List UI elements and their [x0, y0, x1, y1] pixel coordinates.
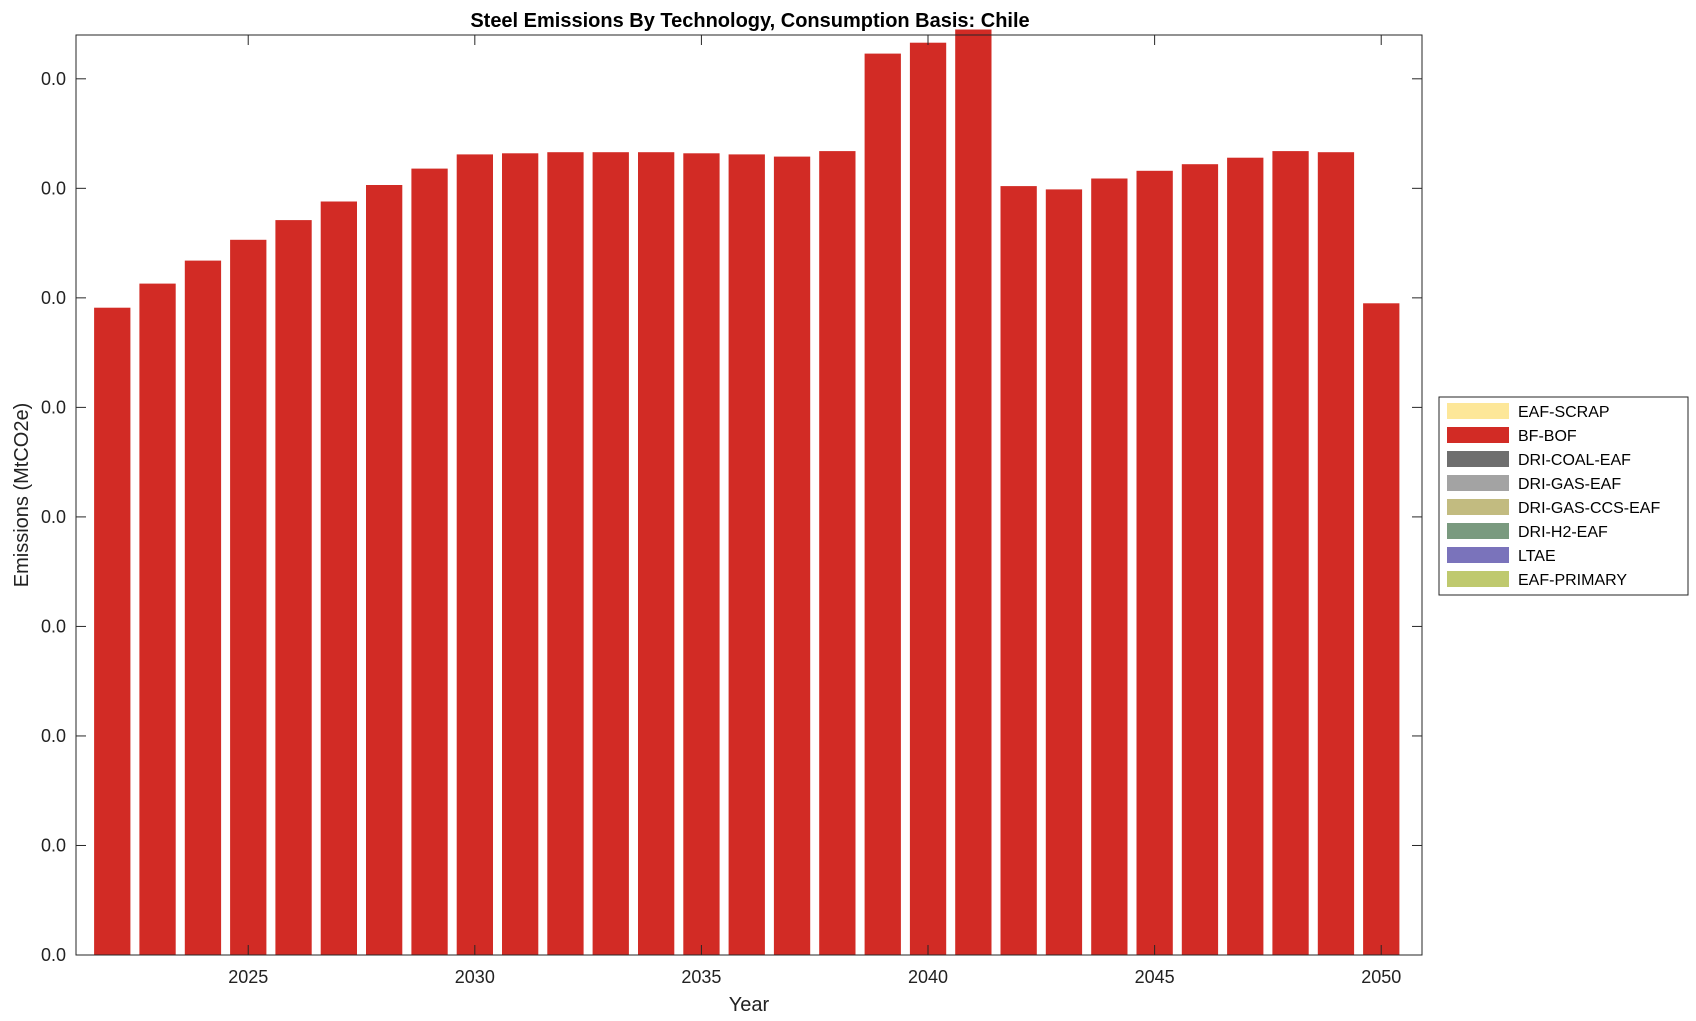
- legend-label-dri-coal-eaf: DRI-COAL-EAF: [1518, 452, 1631, 469]
- y-tick-label-2: 0.0: [41, 726, 66, 746]
- bar-bf-bof-2043: [1045, 189, 1083, 955]
- y-tick-label-6: 0.0: [41, 288, 66, 308]
- bar-bf-bof-2026: [275, 220, 312, 956]
- legend-label-ltae: LTAE: [1518, 548, 1556, 565]
- bar-bf-bof-2049: [1317, 152, 1355, 955]
- legend-label-dri-h2-eaf: DRI-H2-EAF: [1518, 524, 1608, 541]
- bar-bf-bof-2039: [864, 53, 901, 956]
- bar-bf-bof-2024: [184, 260, 222, 956]
- legend-swatch-dri-h2-eaf: [1447, 523, 1509, 539]
- legend-label-bf-bof: BF-BOF: [1518, 428, 1577, 445]
- legend-swatch-dri-gas-eaf: [1447, 475, 1509, 491]
- bar-bf-bof-2050: [1363, 303, 1400, 955]
- legend-label-dri-gas-ccs-eaf: DRI-GAS-CCS-EAF: [1518, 500, 1660, 517]
- legend-box: [1438, 396, 1689, 596]
- bar-bf-bof-2034: [638, 152, 675, 955]
- x-tick-label-2050: 2050: [1361, 967, 1401, 987]
- bar-bf-bof-2030: [456, 154, 493, 955]
- bar-bf-bof-2032: [547, 152, 584, 955]
- plot-area-frame: [75, 34, 1423, 956]
- x-tick-label-2035: 2035: [681, 967, 721, 987]
- bar-bf-bof-2041: [955, 29, 992, 955]
- bar-bf-bof-2048: [1272, 151, 1309, 956]
- legend-swatch-bf-bof: [1447, 427, 1509, 443]
- axes-layer: 2025 2030 2035 2040 2045 2050 0.0 0.0 0.0 0.0 0.0 0…: [41, 35, 1422, 987]
- y-tick-label-1: 0.0: [41, 835, 66, 855]
- legend: EAF-SCRAP BF-BOF DRI-COAL-EAF DRI-GAS-EAF DR…: [1438, 396, 1689, 596]
- y-axis-label: Emissions (MtCO2e): [11, 403, 33, 587]
- legend-label-eaf-primary: EAF-PRIMARY: [1518, 572, 1627, 589]
- x-tick-label-2025: 2025: [228, 967, 268, 987]
- legend-swatch-ltae: [1447, 547, 1509, 563]
- legend-swatch-dri-gas-ccs-eaf: [1447, 499, 1509, 515]
- legend-swatch-eaf-primary: [1447, 571, 1509, 587]
- bars-layer: [94, 29, 1400, 956]
- chart-title: Steel Emissions By Technology, Consumpti…: [470, 10, 1029, 32]
- x-tick-label-2040: 2040: [908, 967, 948, 987]
- bar-bf-bof-2038: [819, 151, 856, 956]
- bar-bf-bof-2040: [909, 42, 947, 955]
- x-axis-label: Year: [729, 994, 770, 1016]
- bar-bf-bof-2023: [139, 283, 176, 956]
- y-tick-label-3: 0.0: [41, 616, 66, 636]
- bar-bf-bof-2046: [1181, 164, 1219, 955]
- y-tick-label-0: 0.0: [41, 945, 66, 965]
- y-tick-label-5: 0.0: [41, 397, 66, 417]
- bar-bf-bof-2027: [320, 201, 357, 955]
- bar-bf-bof-2029: [411, 168, 448, 956]
- bar-bf-bof-2042: [1000, 186, 1037, 956]
- bar-bf-bof-2025: [230, 239, 267, 956]
- y-tick-label-8: 0.0: [41, 69, 66, 89]
- legend-swatch-dri-coal-eaf: [1447, 451, 1509, 467]
- x-tick-label-2030: 2030: [455, 967, 495, 987]
- bar-bf-bof-2045: [1136, 170, 1173, 956]
- y-tick-label-7: 0.0: [41, 178, 66, 198]
- y-tick-label-4: 0.0: [41, 507, 66, 527]
- x-tick-label-2045: 2045: [1135, 967, 1175, 987]
- legend-label-dri-gas-eaf: DRI-GAS-EAF: [1518, 476, 1621, 493]
- bar-bf-bof-2047: [1227, 157, 1264, 955]
- bar-bf-bof-2033: [592, 152, 629, 955]
- bar-bf-bof-2035: [683, 153, 720, 956]
- legend-label-eaf-scrap: EAF-SCRAP: [1518, 404, 1610, 421]
- bar-bf-bof-2028: [366, 185, 403, 955]
- legend-swatch-eaf-scrap: [1447, 403, 1509, 419]
- bar-bf-bof-2044: [1091, 178, 1128, 955]
- bar-bf-bof-2036: [728, 154, 765, 955]
- bar-bf-bof-2037: [773, 156, 811, 956]
- bar-bf-bof-2022: [94, 307, 131, 955]
- bar-bf-bof-2031: [502, 153, 539, 956]
